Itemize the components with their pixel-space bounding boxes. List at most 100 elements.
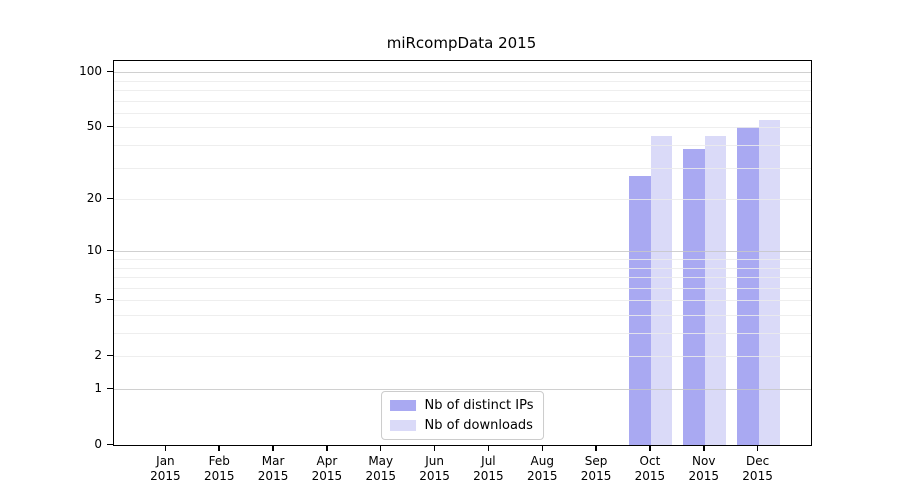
legend-swatch [389,400,416,411]
x-tick-mark [541,446,543,451]
x-tick-mark [272,446,274,451]
y-tick-label: 10 [86,243,102,258]
gridline-minor [114,287,811,289]
x-tick-mark [595,446,597,451]
x-tick-year: 2015 [150,469,181,483]
x-tick-month: Nov [692,454,716,468]
x-tick-mark [756,446,759,451]
x-tick-month: Dec [745,454,770,468]
x-tick-month: Apr [316,454,338,468]
x-tick-label: Jul 2015 [448,454,528,484]
gridline-minor [114,277,811,279]
bars-layer [114,61,811,445]
legend-label: Nb of distinct IPs [424,398,534,413]
legend-label: Nb of downloads [424,418,533,433]
chart-title: miRcompData 2015 [386,34,537,52]
x-tick-label: Apr 2015 [287,454,367,484]
y-tick-label: 1 [94,381,102,395]
x-tick-mark [379,446,382,451]
x-tick-mark [703,446,705,451]
x-tick-year: 2015 [203,469,235,483]
plot-area: Nb of distinct IPs Nb of downloads [113,60,812,446]
x-tick-mark [218,446,220,451]
gridline-minor [114,127,811,129]
legend-item-downloads: Nb of downloads [389,418,534,433]
gridline-major [114,72,811,74]
x-tick-month: Jul [481,454,496,468]
gridline-minor [114,167,811,169]
x-tick-year: 2015 [742,469,773,483]
y-tick-mark [107,197,114,200]
bar-downloads-nov [704,135,727,445]
gridline-minor [114,199,811,201]
x-tick-month: Mar [261,454,285,468]
x-tick-month: Jun [425,454,444,468]
x-tick-label: May 2015 [341,454,421,484]
gridline-minor [114,100,811,102]
x-tick-month: Oct [639,454,661,468]
gridline-minor [114,80,811,82]
legend: Nb of distinct IPs Nb of downloads [380,391,545,440]
x-tick-label: Jan 2015 [125,454,205,484]
x-tick-mark [164,446,167,451]
x-tick-year: 2015 [365,469,396,483]
x-tick-year: 2015 [311,469,343,483]
gridline-minor [114,145,811,146]
gridline-minor [114,90,811,91]
y-tick-label: 50 [86,119,102,134]
y-tick-label: 5 [94,292,102,307]
x-tick-year: 2015 [580,469,612,483]
y-tick-label: 2 [94,348,102,363]
x-tick-month: Jan [156,454,175,468]
legend-swatch [389,420,416,431]
bar-distinct-ips-nov [683,149,705,445]
bar-distinct-ips-oct [629,175,651,445]
gridline-major [114,251,811,253]
x-tick-year: 2015 [634,469,666,483]
bar-downloads-oct [650,135,673,445]
x-tick-mark [487,446,490,451]
x-tick-month: Sep [584,454,608,468]
gridline-minor [114,258,811,260]
bar-downloads-dec [758,119,781,445]
x-tick-year: 2015 [257,469,289,483]
y-tick-mark [107,249,114,252]
legend-item-distinct-ips: Nb of distinct IPs [389,398,534,413]
y-tick-mark [107,387,114,389]
x-tick-label: Aug 2015 [502,454,582,484]
grid-layer [114,61,811,445]
x-tick-label: Jun 2015 [395,454,475,484]
x-tick-year: 2015 [688,469,720,483]
x-tick-mark [649,446,651,451]
x-tick-year: 2015 [419,469,450,483]
gridline-minor [114,333,811,334]
gridline-minor [114,314,811,316]
gridline-major [114,389,811,390]
x-tick-month: May [368,454,394,468]
y-tick-label: 20 [86,191,102,206]
x-tick-label: Mar 2015 [233,454,313,484]
bar-distinct-ips-dec [737,127,759,445]
gridline-minor [114,356,811,358]
y-tick-mark [107,298,114,301]
x-tick-label: Sep 2015 [556,454,636,484]
y-tick-mark [107,125,114,128]
x-tick-mark [326,446,328,451]
y-tick-label: 100 [79,64,102,79]
x-tick-year: 2015 [526,469,558,483]
y-tick-mark [107,443,114,445]
x-tick-month: Feb [208,454,230,468]
x-tick-label: Dec 2015 [718,454,798,484]
x-tick-label: Feb 2015 [179,454,259,484]
x-tick-mark [433,446,436,451]
x-tick-year: 2015 [473,469,504,483]
y-tick-label: 0 [94,437,102,451]
x-tick-month: Aug [530,454,554,468]
x-tick-label: Oct 2015 [610,454,690,484]
y-tick-mark [107,354,114,357]
gridline-minor [114,267,811,269]
gridline-minor [114,112,811,114]
x-tick-label: Nov 2015 [664,454,744,484]
y-tick-mark [107,70,114,73]
